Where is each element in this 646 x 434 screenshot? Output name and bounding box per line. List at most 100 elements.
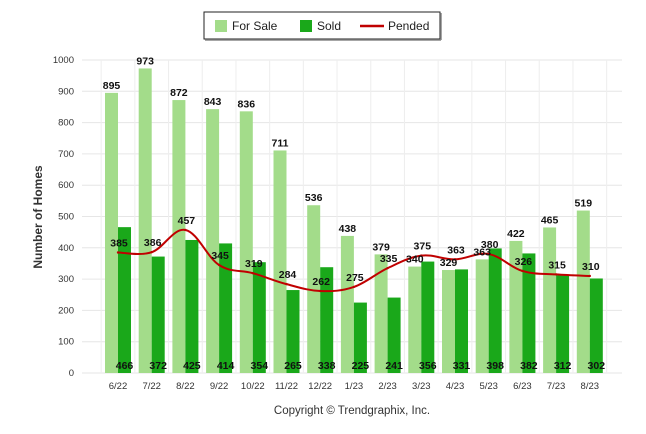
data-label-sold: 354 <box>251 360 269 372</box>
data-label-pended: 375 <box>414 241 432 253</box>
bar-sold <box>151 256 165 373</box>
pended-point <box>420 254 423 257</box>
bar-for-sale <box>172 100 186 374</box>
legend-swatch-for-sale <box>215 20 227 32</box>
x-tick-label: 6/22 <box>109 381 128 392</box>
bar-sold <box>488 248 502 373</box>
pended-point <box>285 282 288 286</box>
y-tick-label: 400 <box>58 243 74 254</box>
data-label-sold: 398 <box>486 360 504 372</box>
data-label-sold: 241 <box>385 360 403 372</box>
data-label-sold: 265 <box>284 360 302 372</box>
y-tick-label: 500 <box>58 212 74 223</box>
bar-sold <box>421 261 435 373</box>
x-tick-label: 6/23 <box>513 381 532 392</box>
x-tick-label: 4/23 <box>446 381 465 392</box>
x-tick-label: 11/22 <box>275 381 298 392</box>
bar-for-sale <box>408 266 422 373</box>
data-label-sold: 312 <box>554 360 572 372</box>
pended-point <box>116 251 120 254</box>
bar-sold <box>353 302 367 373</box>
pended-point <box>251 271 254 275</box>
data-label-pended: 345 <box>211 250 229 262</box>
legend-swatch-sold <box>300 20 312 32</box>
data-label-sold: 225 <box>352 360 370 372</box>
bar-sold <box>387 297 401 373</box>
bars <box>105 68 603 374</box>
bar-for-sale <box>442 270 455 373</box>
data-label-sold: 425 <box>183 360 201 372</box>
pended-line <box>116 228 591 293</box>
pended-point <box>150 250 153 254</box>
y-tick-label: 800 <box>58 118 74 129</box>
bar-sold <box>185 239 199 373</box>
data-label-sold: 372 <box>149 360 167 372</box>
pended-point <box>487 252 490 256</box>
y-tick-label: 700 <box>58 149 74 160</box>
data-label-pended: 262 <box>312 276 330 288</box>
bar-for-sale <box>206 109 220 374</box>
legend: For Sale Sold Pended <box>203 11 442 41</box>
data-label-for-sale: 973 <box>136 55 154 67</box>
data-label-pended: 310 <box>582 261 600 273</box>
data-label-pended: 385 <box>110 237 128 249</box>
x-tick-label: 7/22 <box>142 381 161 392</box>
pended-point <box>319 289 322 293</box>
bar-sold <box>118 227 131 373</box>
data-label-pended: 457 <box>178 215 196 227</box>
bar-sold <box>522 253 536 373</box>
data-label-for-sale: 340 <box>406 254 424 266</box>
pended-point <box>184 228 187 232</box>
legend-label-for-sale: For Sale <box>232 19 278 33</box>
bar-sold <box>556 275 570 373</box>
pended-point <box>588 274 591 278</box>
data-label-pended: 380 <box>481 239 499 251</box>
data-label-for-sale: 872 <box>170 87 188 99</box>
data-label-pended: 326 <box>515 256 533 268</box>
data-label-sold: 331 <box>453 360 471 372</box>
x-axis-ticks: 6/22 7/22 8/22 9/22 10/22 11/22 12/22 1/23 2/23 3… <box>109 381 599 392</box>
x-tick-label: 10/22 <box>241 381 265 392</box>
bar-for-sale <box>273 150 287 373</box>
x-tick-label: 8/23 <box>581 381 600 392</box>
bar-sold <box>286 290 300 373</box>
data-label-for-sale: 438 <box>339 223 357 235</box>
bar-for-sale <box>374 254 388 373</box>
pended-point <box>352 285 356 289</box>
data-label-for-sale: 843 <box>204 96 222 108</box>
y-tick-label: 900 <box>58 86 74 97</box>
data-label-sold: 382 <box>520 360 538 372</box>
data-label-sold: 466 <box>116 360 134 372</box>
bar-for-sale <box>543 227 557 373</box>
y-tick-label: 300 <box>58 274 74 285</box>
data-label-for-sale: 363 <box>473 246 491 258</box>
y-tick-label: 200 <box>58 305 74 316</box>
pended-point <box>217 263 221 267</box>
data-label-for-sale: 379 <box>372 241 390 253</box>
pended-point <box>554 273 558 276</box>
bar-for-sale <box>239 111 253 373</box>
data-label-sold: 356 <box>419 360 437 372</box>
data-label-for-sale: 536 <box>305 192 323 204</box>
y-axis-title: Number of Homes <box>31 165 45 269</box>
data-label-pended: 315 <box>548 259 566 271</box>
data-label-for-sale: 465 <box>541 214 559 226</box>
bar-sold <box>219 243 233 373</box>
data-label-pended: 363 <box>447 244 465 256</box>
data-label-for-sale: 895 <box>103 80 121 92</box>
data-label-sold: 302 <box>588 360 606 372</box>
bar-sold <box>252 262 266 373</box>
bar-for-sale <box>340 235 354 373</box>
data-label-pended: 335 <box>380 253 398 265</box>
data-label-for-sale: 836 <box>238 98 256 110</box>
x-tick-label: 8/22 <box>176 381 195 392</box>
copyright-credit: Copyright © Trendgraphix, Inc. <box>274 405 430 417</box>
bar-sold <box>455 269 468 373</box>
x-tick-label: 1/23 <box>345 381 364 392</box>
x-tick-label: 2/23 <box>378 381 397 392</box>
y-tick-label: 1000 <box>53 55 74 66</box>
bar-for-sale <box>105 92 118 374</box>
data-label-sold: 338 <box>318 360 336 372</box>
